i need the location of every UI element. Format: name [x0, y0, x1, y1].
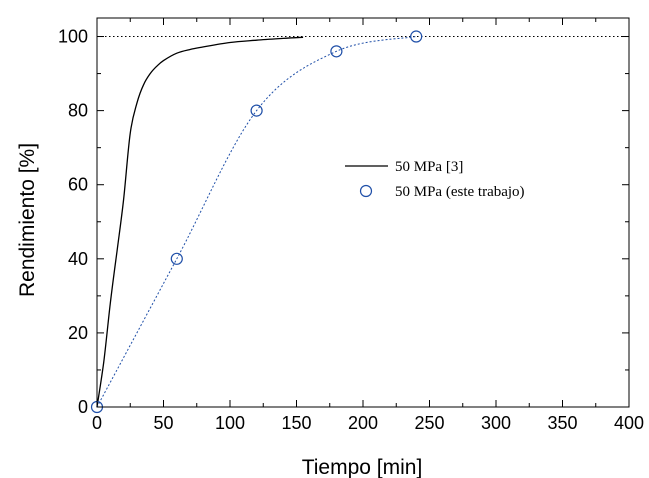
legend-label-series-2: 50 MPa (este trabajo)	[395, 184, 525, 200]
plot-border	[96, 17, 630, 408]
plot-frame	[96, 17, 630, 408]
series-line-50mpa-ref3	[96, 36, 304, 408]
y-tick-label: 60	[68, 175, 88, 195]
y-tick-label: 0	[78, 397, 88, 417]
series-line-50mpa-este-trabajo	[96, 36, 417, 408]
y-tick-label: 20	[68, 323, 88, 343]
x-tick-label: 100	[215, 413, 245, 433]
x-tick-label: 250	[414, 413, 444, 433]
data-point	[250, 104, 263, 117]
data-point	[330, 45, 343, 58]
legend-label-series-1: 50 MPa [3]	[395, 159, 463, 175]
x-tick-label: 200	[348, 413, 378, 433]
x-tick-label: 150	[281, 413, 311, 433]
y-tick-label: 80	[68, 101, 88, 121]
y-tick-label: 100	[58, 27, 88, 47]
x-tick-label: 350	[547, 413, 577, 433]
data-point	[410, 30, 423, 43]
y-axis-title: Rendimiento [%]	[16, 143, 39, 297]
axes: 0 50 100 150 200 250 300 350 400 0 20 40 60 80 100	[58, 18, 644, 433]
x-tick-label: 0	[92, 413, 102, 433]
x-tick-label: 400	[614, 413, 644, 433]
legend: 50 MPa [3] 50 MPa (este trabajo)	[345, 159, 525, 200]
series-layer	[90, 30, 423, 414]
x-tick-label: 50	[153, 413, 173, 433]
x-axis-title: Tiempo [min]	[302, 456, 423, 478]
x-tick-label: 300	[481, 413, 511, 433]
y-tick-label: 40	[68, 249, 88, 269]
data-point	[170, 252, 183, 265]
legend-swatch-circle	[359, 184, 373, 198]
